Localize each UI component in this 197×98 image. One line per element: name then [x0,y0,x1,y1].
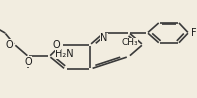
Text: O: O [24,57,32,67]
Text: O: O [6,40,14,50]
Text: F: F [191,28,196,38]
Text: H₂N: H₂N [55,49,73,59]
Text: N: N [100,33,108,43]
Text: CH₃: CH₃ [122,38,138,47]
Text: O: O [53,40,60,50]
